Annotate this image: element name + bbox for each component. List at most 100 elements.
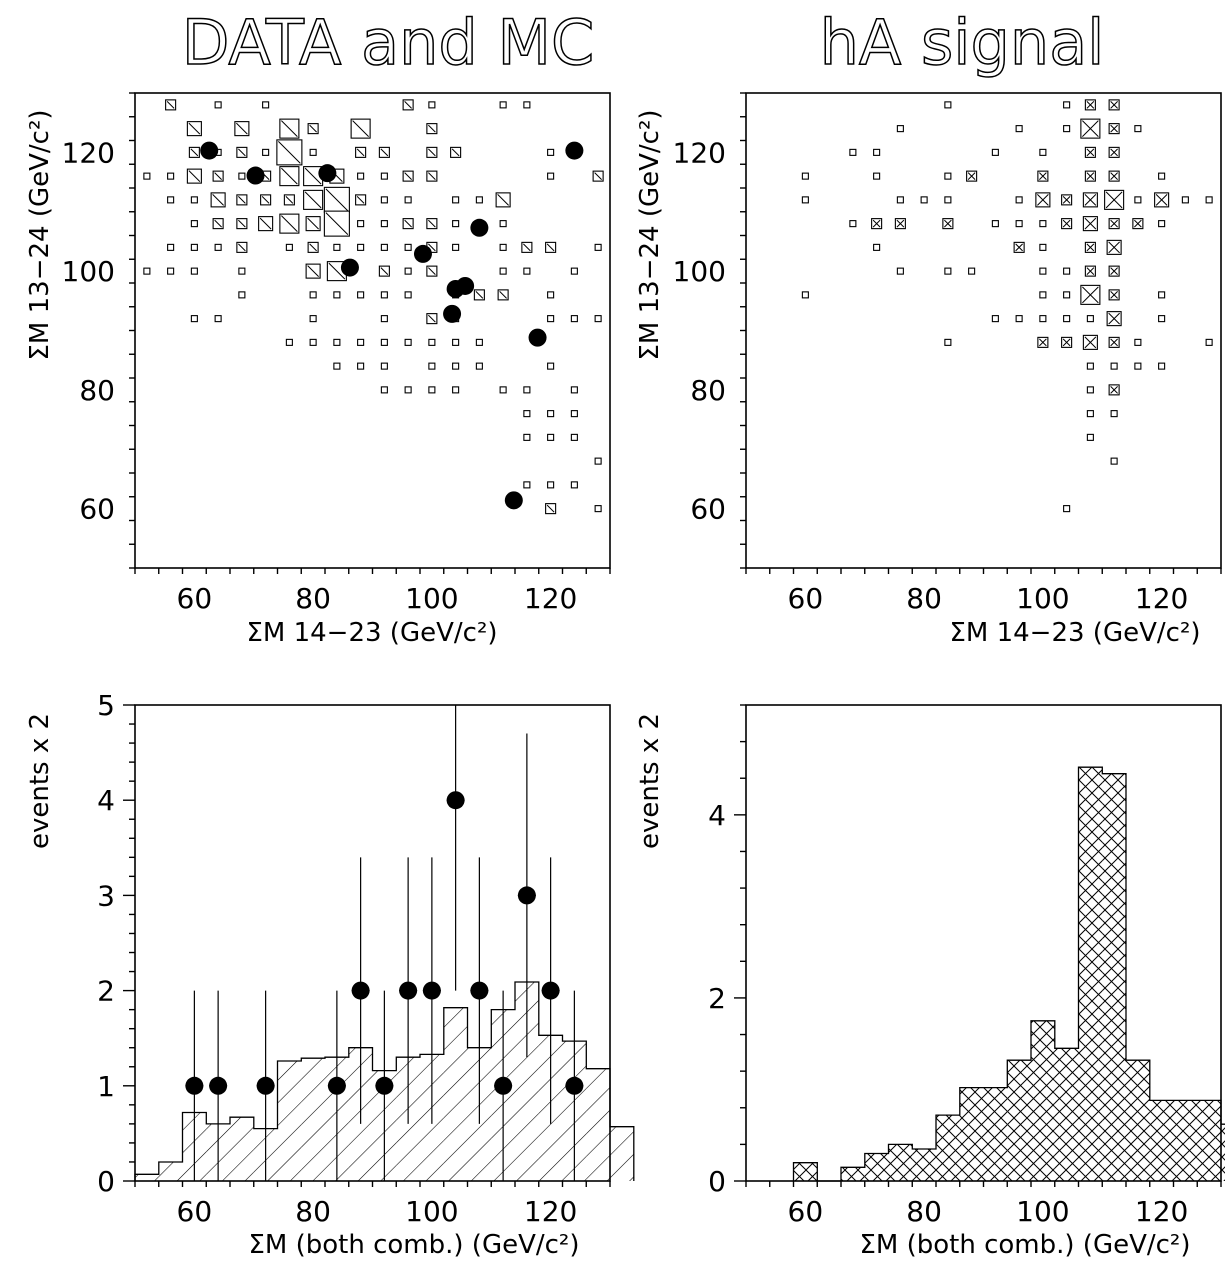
mc-box <box>333 243 341 251</box>
box-diagonal <box>307 217 319 230</box>
x-tick-label: 120 <box>524 1195 577 1228</box>
mc-box <box>801 291 809 299</box>
mc-box <box>285 338 293 346</box>
box-cross-b <box>1062 338 1071 347</box>
mc-box <box>1063 505 1071 513</box>
box-diagonal <box>404 172 412 180</box>
box-cross-b <box>1062 219 1071 228</box>
histogram-bar <box>277 1061 302 1181</box>
mc-box <box>547 433 555 441</box>
mc-box <box>1039 315 1047 323</box>
box-cross-b <box>1086 243 1095 252</box>
x-tick-label: 80 <box>295 582 331 615</box>
mc-box <box>404 338 412 346</box>
box-diagonal <box>428 314 436 323</box>
mc-box <box>920 196 928 204</box>
mc-box <box>1134 338 1142 346</box>
box-cross-b <box>1084 194 1097 206</box>
mc-box <box>333 338 341 346</box>
mc-box <box>214 315 222 323</box>
x-tick-label: 120 <box>1135 582 1188 615</box>
mc-box <box>428 362 436 370</box>
box-diagonal <box>328 262 346 280</box>
mc-box <box>570 433 578 441</box>
box-cross-b <box>1110 386 1118 394</box>
y-tick-label: 4 <box>708 799 726 832</box>
mc-box <box>570 315 578 323</box>
mc-box <box>262 148 270 156</box>
mc-box <box>357 362 365 370</box>
mc-box <box>1015 315 1023 323</box>
box-diagonal <box>356 148 365 157</box>
box-diagonal <box>404 219 412 228</box>
box-diagonal <box>428 148 436 157</box>
histogram-bar <box>1221 1124 1225 1181</box>
box-diagonal <box>212 194 224 206</box>
mc-box <box>333 362 341 370</box>
y-tick-label: 2 <box>97 975 115 1008</box>
mc-box <box>452 243 460 251</box>
x-tick-label: 100 <box>1016 582 1069 615</box>
mc-box <box>1158 315 1166 323</box>
box-diagonal <box>594 172 602 180</box>
data-point <box>413 244 432 263</box>
mc-box <box>214 101 222 109</box>
histogram-bar <box>1078 767 1103 1181</box>
mc-box <box>523 433 531 441</box>
mc-box <box>547 291 555 299</box>
histogram-bar <box>864 1153 889 1181</box>
y-tick-label: 60 <box>79 493 115 526</box>
y-tick-label: 1 <box>97 1070 115 1103</box>
box-diagonal <box>356 196 365 204</box>
mc-box <box>1015 220 1023 228</box>
box-diagonal <box>325 188 349 212</box>
histogram-bar <box>301 1058 325 1181</box>
mc-box <box>944 196 952 204</box>
histogram-bar <box>610 1126 634 1181</box>
box-cross-b <box>1110 148 1118 157</box>
left-title: DATA and MC <box>182 6 595 79</box>
mc-box <box>1134 362 1142 370</box>
mc-box <box>1158 220 1166 228</box>
y-tick-label: 120 <box>673 136 726 169</box>
box-diagonal <box>428 243 436 252</box>
mc-box <box>873 148 881 156</box>
histogram-bar <box>1173 1100 1198 1181</box>
mc-box <box>380 196 388 204</box>
y-tick-label: 4 <box>97 784 115 817</box>
mc-box <box>547 148 555 156</box>
mc-box <box>262 101 270 109</box>
x-tick-label: 80 <box>906 582 942 615</box>
data-point <box>246 166 265 185</box>
x-tick-label: 120 <box>1135 1195 1188 1228</box>
mc-box <box>452 386 460 394</box>
histogram-bar <box>936 1115 960 1181</box>
mc-box <box>594 243 602 251</box>
box-diagonal <box>307 265 319 277</box>
histogram-bar <box>135 1174 159 1181</box>
mc-box <box>1158 291 1166 299</box>
box-cross-b <box>1039 338 1047 347</box>
box-cross-b <box>1110 291 1118 299</box>
mc-box <box>944 338 952 346</box>
box-diagonal <box>238 219 246 228</box>
box-cross-b <box>872 219 881 228</box>
histogram-bar <box>586 1068 610 1181</box>
mc-box <box>357 243 365 251</box>
box-cross-b <box>1082 286 1099 304</box>
box-diagonal <box>380 267 389 275</box>
mc-box <box>309 291 317 299</box>
data-point <box>565 141 584 160</box>
mc-box <box>357 338 365 346</box>
mc-box <box>1063 101 1071 109</box>
mc-box <box>1015 196 1023 204</box>
mc-box <box>1110 457 1118 465</box>
mc-box <box>944 172 952 180</box>
box-cross-b <box>1110 172 1118 180</box>
data-point <box>456 276 475 295</box>
data-point <box>565 1076 584 1095</box>
mc-box <box>167 243 175 251</box>
mc-box <box>499 243 507 251</box>
histogram-bar <box>888 1144 913 1181</box>
